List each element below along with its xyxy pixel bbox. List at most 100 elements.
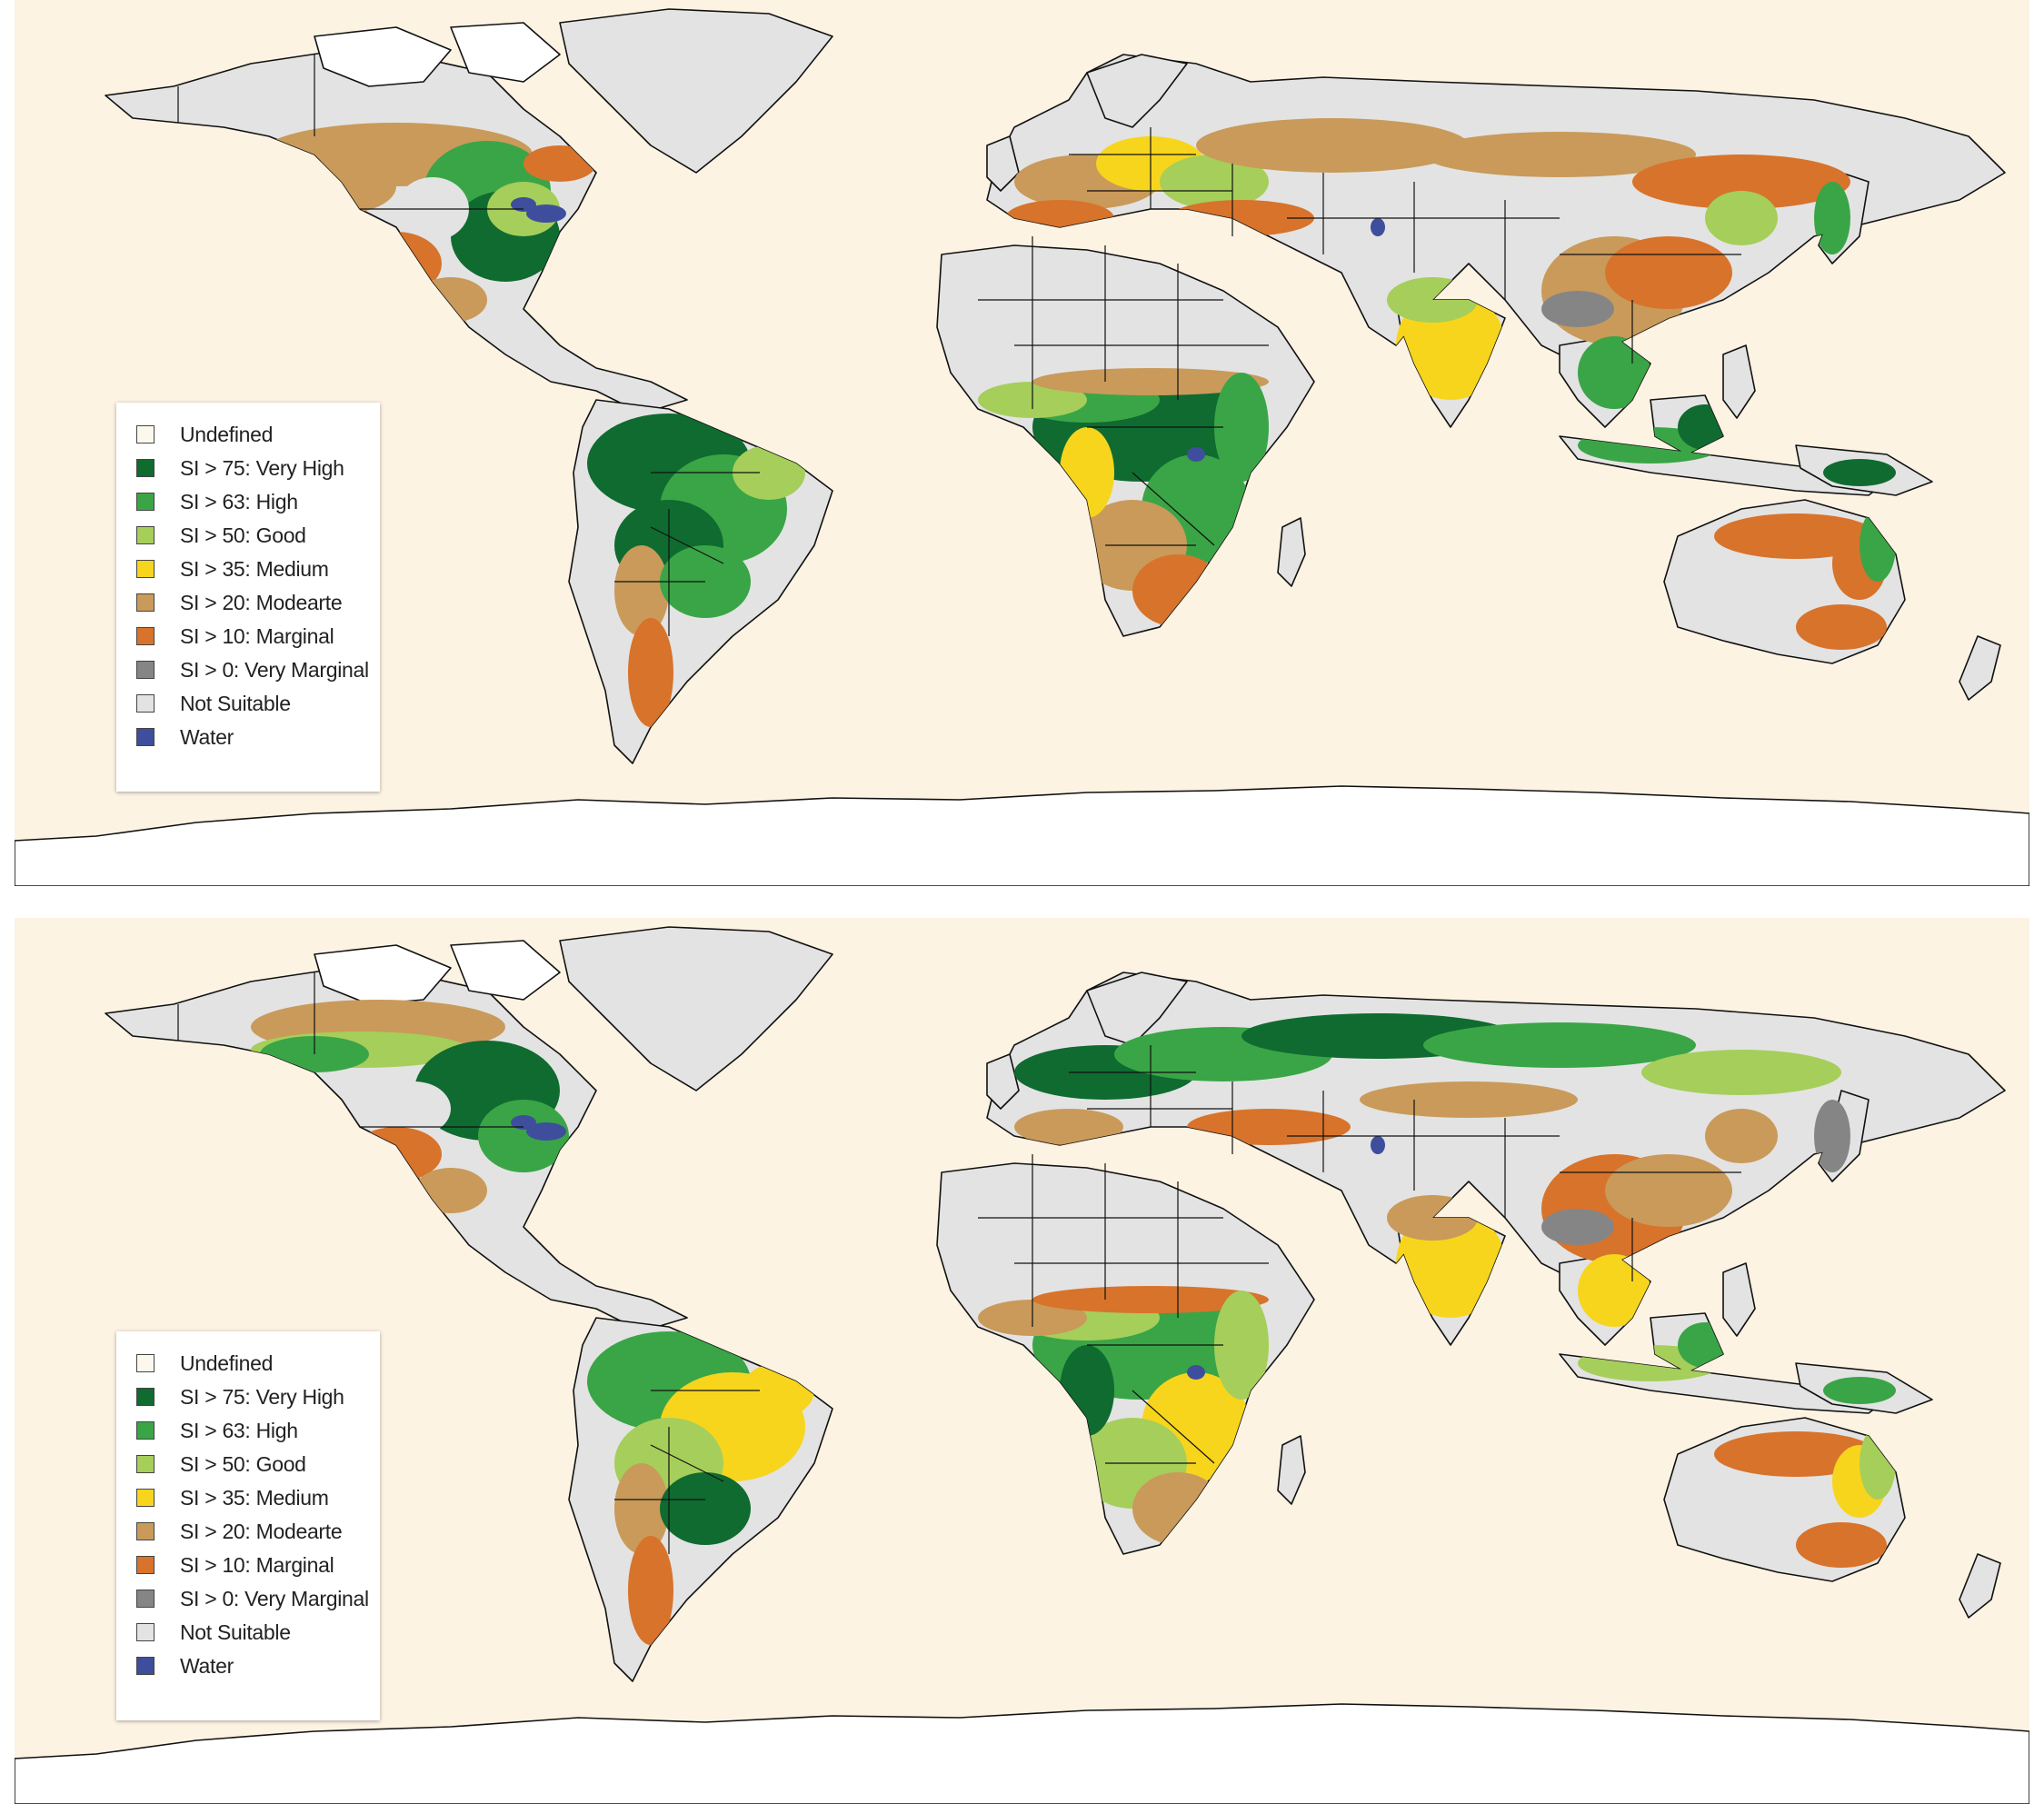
legend-swatch: [136, 1455, 155, 1473]
legend-swatch: [136, 526, 155, 544]
country-border: [1132, 472, 1215, 546]
landmass-greenland: [559, 926, 833, 1091]
suitability-patch: [1187, 1109, 1351, 1145]
landmass-new-zealand: [1959, 1553, 2001, 1619]
suitability-patch: [1060, 427, 1114, 518]
legend-swatch: [136, 593, 155, 612]
legend-swatch: [136, 1489, 155, 1507]
suitability-patch: [378, 1081, 451, 1136]
suitability-patch: [1423, 132, 1696, 177]
world-map-top: [15, 8, 2029, 886]
legend-item: SI > 50: Good: [136, 1450, 306, 1478]
suitability-map-top: Undefined SI > 75: Very High SI > 63: Hi…: [15, 0, 2029, 886]
suitability-patch: [1014, 1109, 1123, 1145]
legend-label: SI > 20: Modearte: [180, 1519, 343, 1543]
legend-label: Water: [180, 1653, 234, 1678]
landmass-britain: [986, 1053, 1020, 1110]
suitability-patch: [628, 618, 673, 727]
landmass-madagascar: [1277, 517, 1306, 587]
suitability-patch: [1541, 1209, 1614, 1245]
landmass-arctic-islands: [314, 940, 561, 1005]
legend-swatch: [136, 627, 155, 645]
legend-label: SI > 50: Good: [180, 523, 306, 547]
suitability-patch: [1214, 373, 1269, 482]
landmass-scandinavia: [1086, 54, 1188, 128]
suitability-patch: [1605, 236, 1732, 309]
legend-item: SI > 35: Medium: [136, 555, 329, 583]
suitability-patch: [1187, 1365, 1205, 1380]
landmass-philippines: [1722, 1262, 1756, 1337]
legend-item: SI > 10: Marginal: [136, 623, 334, 650]
suitability-patch: [1196, 118, 1469, 173]
suitability-patch: [1371, 1136, 1385, 1154]
country-borders: [177, 55, 1741, 636]
suitability-patch: [1823, 459, 1896, 486]
landmass-antarctica: [15, 1703, 2029, 1804]
legend-swatch: [136, 493, 155, 511]
legend-label: Undefined: [180, 422, 274, 446]
suitability-patch: [628, 1536, 673, 1645]
legend-item: SI > 75: Very High: [136, 454, 344, 482]
landmass-philippines: [1722, 344, 1756, 419]
suitability-patch: [1387, 277, 1478, 323]
legend-swatch: [136, 560, 155, 578]
legend-item: Undefined: [136, 1350, 273, 1377]
suitability-patch: [526, 1122, 566, 1141]
legend-swatch: [136, 1590, 155, 1608]
legend-item: SI > 20: Modearte: [136, 1518, 343, 1545]
landmass-madagascar: [1277, 1435, 1306, 1505]
suitability-patch: [1796, 604, 1887, 650]
country-border: [650, 526, 724, 564]
legend-label: SI > 35: Medium: [180, 1485, 329, 1510]
legend-swatch: [136, 1556, 155, 1574]
suitability-patch: [1005, 200, 1114, 236]
suitability-patch: [511, 1115, 536, 1130]
suitability-patch: [1632, 154, 1850, 209]
legend-label: Undefined: [180, 1351, 274, 1375]
suitability-patch: [511, 197, 536, 212]
landmass-scandinavia: [1086, 972, 1188, 1046]
suitability-patch: [1678, 1322, 1732, 1368]
suitability-patch: [614, 1463, 669, 1554]
suitability-layer: [251, 1000, 1896, 1645]
legend-swatch: [136, 661, 155, 679]
suitability-patch: [523, 145, 596, 182]
legend-item: SI > 35: Medium: [136, 1484, 329, 1511]
suitability-patch: [414, 1168, 487, 1213]
legend-item: SI > 10: Marginal: [136, 1551, 334, 1579]
country-borders: [177, 972, 1741, 1554]
suitability-patch: [1814, 1100, 1850, 1172]
suitability-patch: [1641, 1050, 1841, 1095]
suitability-layer: [260, 118, 1896, 727]
legend-swatch: [136, 694, 155, 713]
legend-item: SI > 63: High: [136, 488, 298, 515]
suitability-patch: [1132, 554, 1223, 627]
legend-label: SI > 75: Very High: [180, 455, 344, 480]
landmass-arctic-islands: [314, 22, 561, 87]
suitability-patch: [1214, 1291, 1269, 1400]
legend-label: SI > 75: Very High: [180, 1384, 344, 1409]
legend-label: Not Suitable: [180, 691, 291, 715]
legend: Undefined SI > 75: Very High SI > 63: Hi…: [116, 403, 380, 792]
legend-item: SI > 50: Good: [136, 522, 306, 549]
suitability-patch: [1814, 182, 1850, 254]
legend-swatch: [136, 728, 155, 746]
suitability-patch: [1578, 1254, 1650, 1327]
legend-swatch: [136, 459, 155, 477]
legend-label: SI > 35: Medium: [180, 556, 329, 581]
legend-label: SI > 63: High: [180, 489, 298, 513]
legend-label: SI > 10: Marginal: [180, 1552, 334, 1577]
legend-item: SI > 0: Very Marginal: [136, 1585, 369, 1612]
legend-item: SI > 20: Modearte: [136, 589, 343, 616]
legend-swatch: [136, 1522, 155, 1540]
landmass-antarctica: [15, 785, 2029, 886]
legend-swatch: [136, 1388, 155, 1406]
suitability-patch: [1160, 154, 1269, 209]
suitability-patch: [1678, 404, 1732, 450]
legend-label: Water: [180, 724, 234, 749]
suitability-patch: [614, 545, 669, 636]
legend-swatch: [136, 1623, 155, 1641]
suitability-patch: [287, 159, 396, 214]
landmass-britain: [986, 135, 1020, 192]
suitability-patch: [1360, 1081, 1578, 1118]
